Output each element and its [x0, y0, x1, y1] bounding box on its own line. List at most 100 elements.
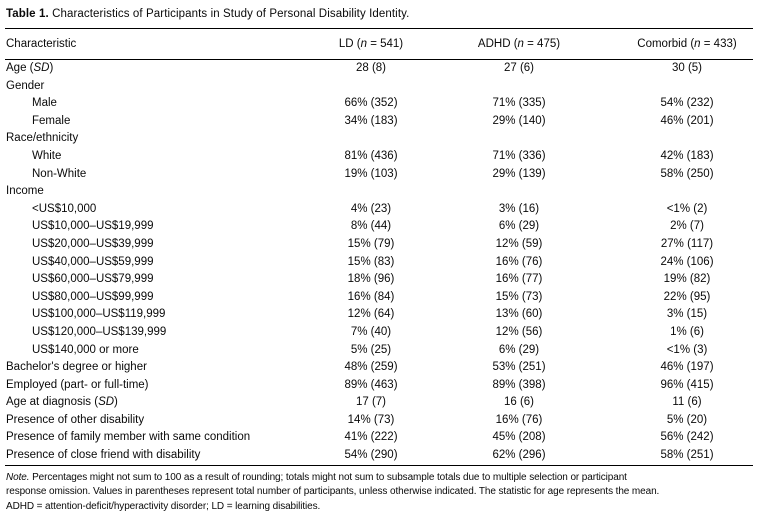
row-label: US$40,000–US$59,999 — [5, 254, 301, 272]
table-note: Note. Percentages might not sum to 100 a… — [6, 471, 753, 515]
row-label: Age at diagnosis (SD) — [5, 394, 301, 412]
text: Presence of other disability — [6, 413, 145, 426]
text: ) — [114, 396, 118, 409]
row-value: 58% (251) — [660, 449, 714, 462]
row-value: 30 (5) — [671, 62, 703, 74]
text: ADHD ( — [477, 38, 518, 50]
text: <US$10,000 — [32, 202, 97, 215]
text: Race/ethnicity — [6, 132, 79, 145]
table-row: Gender — [5, 78, 753, 96]
table-header: Characteristic LD (n = 541) ADHD (n = 475)… — [5, 28, 753, 60]
table-body: Age (SD) 28 (8) 27 (6) 30 (5) Gender Male 66% … — [5, 60, 753, 466]
row-value: 34% (183) — [344, 114, 398, 127]
row-label: Employed (part- or full-time) — [5, 377, 301, 395]
table-row: Presence of family member with same cond… — [5, 429, 753, 447]
row-value: 54% (232) — [660, 97, 714, 110]
row-label: US$60,000–US$79,999 — [5, 271, 301, 289]
note-text: response omission. Values in parentheses… — [6, 486, 660, 498]
table-row: Age (SD) 28 (8) 27 (6) 30 (5) — [5, 60, 753, 78]
row-label: US$140,000 or more — [5, 342, 301, 360]
row-label: White — [5, 148, 301, 166]
row-value: 6% (29) — [498, 343, 540, 356]
row-value: 15% (83) — [347, 255, 395, 268]
row-value: 16% (76) — [495, 413, 543, 426]
row-value: 13% (60) — [495, 308, 543, 321]
row-value: 81% (436) — [344, 149, 398, 162]
row-label: Female — [5, 113, 301, 131]
italic-text: n — [360, 38, 367, 50]
row-value: 5% (25) — [350, 343, 392, 356]
row-label: Presence of family member with same cond… — [5, 429, 301, 447]
row-value — [441, 130, 597, 148]
italic-text: SD — [33, 62, 50, 74]
text: US$140,000 or more — [32, 343, 139, 356]
table-row: Race/ethnicity — [5, 130, 753, 148]
row-value — [441, 183, 597, 201]
text: = 433) — [700, 38, 737, 50]
table-row: Age at diagnosis (SD) 17 (7) 16 (6) 11 (6) — [5, 394, 753, 412]
table-row: US$10,000–US$19,999 8% (44) 6% (29) 2% (7) — [5, 218, 753, 236]
text: US$10,000–US$19,999 — [32, 220, 154, 233]
row-value: 2% (7) — [670, 220, 704, 233]
table-title-text: Characteristics of Participants in Study… — [48, 8, 410, 20]
table-title: Table 1. Characteristics of Participants… — [6, 6, 753, 22]
table-row: US$120,000–US$139,999 7% (40) 12% (56) 1% (… — [5, 324, 753, 342]
text: US$80,000–US$99,999 — [32, 290, 154, 303]
text: US$40,000–US$59,999 — [32, 255, 154, 268]
row-value: 16% (77) — [495, 273, 543, 286]
text: Gender — [6, 79, 45, 92]
participants-table: Characteristic LD (n = 541) ADHD (n = 475)… — [5, 28, 753, 466]
row-label: Income — [5, 183, 301, 201]
row-value: 17 (7) — [355, 396, 387, 409]
row-value: 4% (23) — [350, 202, 392, 215]
row-value: 66% (352) — [344, 97, 398, 110]
row-label: US$120,000–US$139,999 — [5, 324, 301, 342]
row-value: 1% (6) — [670, 325, 704, 338]
table-row: US$20,000–US$39,999 15% (79) 12% (59) 27% (… — [5, 236, 753, 254]
row-label: Presence of other disability — [5, 412, 301, 430]
row-value: 24% (106) — [660, 255, 714, 268]
row-value — [441, 78, 597, 96]
text: = 541) — [367, 38, 404, 50]
row-label: Male — [5, 95, 301, 113]
row-value: 27% (117) — [660, 237, 714, 250]
row-value: 6% (29) — [498, 220, 540, 233]
text: Age ( — [6, 62, 34, 74]
row-label: Gender — [5, 78, 301, 96]
text: Comorbid ( — [637, 38, 695, 50]
row-value: 7% (40) — [350, 325, 392, 338]
row-value: 18% (96) — [347, 273, 395, 286]
row-value: 48% (259) — [344, 361, 398, 374]
table-row: Presence of other disability 14% (73) 16% … — [5, 412, 753, 430]
row-value — [301, 183, 441, 201]
table-note-line: response omission. Values in parentheses… — [6, 485, 753, 500]
row-value: 15% (79) — [347, 237, 395, 250]
row-value — [597, 78, 753, 96]
table-row: US$100,000–US$119,999 12% (64) 13% (60) 3% … — [5, 306, 753, 324]
column-header: ADHD (n = 475) — [441, 28, 597, 60]
row-value: 16% (76) — [495, 255, 543, 268]
row-value: 29% (140) — [492, 114, 546, 127]
row-value — [301, 78, 441, 96]
table-row: Bachelor's degree or higher 48% (259) 53% … — [5, 359, 753, 377]
row-label: US$10,000–US$19,999 — [5, 218, 301, 236]
row-label: Presence of close friend with disability — [5, 447, 301, 465]
table-note-line: ADHD = attention-deficit/hyperactivity d… — [6, 500, 753, 515]
text: US$100,000–US$119,999 — [32, 308, 166, 321]
italic-text: n — [694, 38, 701, 50]
row-value: 89% (398) — [492, 378, 546, 391]
text: Income — [6, 185, 44, 198]
row-value — [597, 130, 753, 148]
row-value: 71% (335) — [492, 97, 546, 110]
note-text: ADHD = attention-deficit/hyperactivity d… — [6, 501, 321, 513]
row-label: Non-White — [5, 166, 301, 184]
text: Employed (part- or full-time) — [6, 378, 149, 391]
row-value: 12% (56) — [495, 325, 543, 338]
row-value: 29% (139) — [492, 167, 546, 180]
text: Age at diagnosis ( — [6, 396, 99, 409]
row-value: <1% (2) — [666, 202, 708, 215]
row-value: 22% (95) — [663, 290, 711, 303]
row-value: 16% (84) — [347, 290, 395, 303]
table-row: US$40,000–US$59,999 15% (83) 16% (76) 24% (… — [5, 254, 753, 272]
